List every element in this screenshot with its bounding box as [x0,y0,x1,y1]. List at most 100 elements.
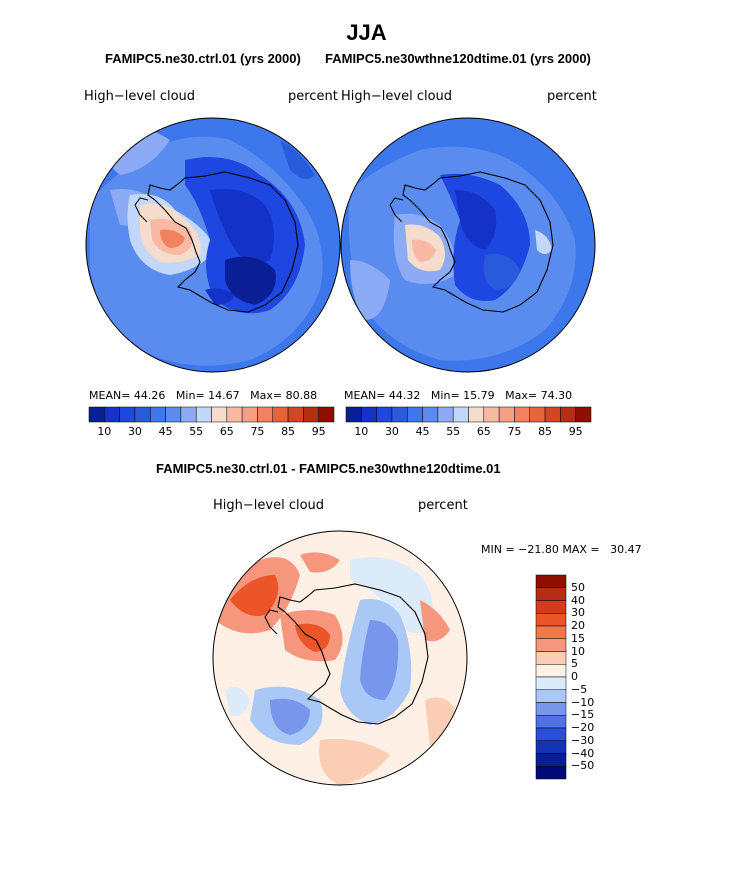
left-colorbar-tick-label: 75 [250,425,265,438]
right-min-label: Min= [430,389,460,402]
diff-colorbar-swatch [535,727,567,741]
right-min-value: 15.79 [463,389,495,402]
right-colorbar-swatch [437,406,454,423]
diff-colorbar-swatch [535,613,567,627]
antarctica-coast-diff [277,583,429,725]
left-colorbar-swatch [165,406,182,423]
diff-colorbar-swatch [535,625,567,639]
right-colorbar-swatch [345,406,362,423]
right-max-label: Max= [505,389,538,402]
left-colorbar-tick-label: 95 [311,425,326,438]
left-units-label: percent [288,89,338,104]
right-colorbar-swatch [376,406,393,423]
antarctica-coast-left [147,171,299,313]
left-colorbar-swatch [150,406,166,423]
left-colorbar-swatch [257,406,273,423]
figure-title: JJA [346,20,387,45]
diff-colorbar-swatch [535,574,567,588]
left-min-value: 14.67 [208,389,240,402]
right-mean-value: 44.32 [388,389,421,402]
left-colorbar-swatch [104,406,120,423]
diff-colorbar-tick-label: −10 [571,695,595,709]
diff-colorbar-tick-label: 40 [571,593,585,607]
diff-colorbar-swatch [535,689,567,703]
diff-colorbar-tick-label: −5 [571,682,588,696]
diff-colorbar-swatch [535,651,567,665]
right-colorbar-tick-label: 75 [507,425,522,438]
diff-colorbar [535,574,567,780]
left-colorbar-tick-label: 85 [281,425,296,438]
right-colorbar-swatch [422,406,439,423]
right-colorbar-swatch [361,406,377,423]
left-min-label: Min= [175,389,205,402]
left-colorbar-swatch [119,406,136,423]
right-colorbar-swatch [391,406,408,423]
diff-colorbar-swatch [535,638,567,652]
left-colorbar-swatch [272,406,289,423]
left-max-value: 80.88 [285,389,318,402]
left-colorbar-tick-label: 45 [158,425,173,438]
right-max-value: 74.30 [540,389,573,402]
diff-variable-label: High−level cloud [213,498,325,513]
diff-colorbar-swatch [535,715,567,729]
diff-colorbar-tick-label: 0 [571,670,578,683]
diff-minmax: MIN = −21.80 MAX = 30.47 [481,543,642,556]
left-colorbar-tick-label: 30 [127,425,142,438]
right-colorbar-swatch [407,406,423,423]
left-panel-title: FAMIPC5.ne30.ctrl.01 (yrs 2000) [105,51,301,66]
diff-colorbar-tick-label: 20 [571,619,585,632]
left-colorbar-swatch [287,406,304,423]
left-colorbar-tick-label: 10 [97,425,112,438]
right-colorbar-tick-label: 85 [538,425,553,438]
diff-colorbar-swatch [535,664,567,678]
diff-colorbar-swatch [535,702,567,716]
diff-colorbar-swatch [535,676,567,690]
diff-colorbar-tick-label: 15 [571,631,585,645]
diff-colorbar-tick-label: −20 [571,721,595,734]
right-colorbar-swatch [544,406,561,423]
right-colorbar-swatch [560,406,576,423]
left-colorbar-swatch [88,406,105,423]
diff-title: FAMIPC5.ne30.ctrl.01 - FAMIPC5.ne30wthne… [156,461,501,476]
right-colorbar-swatch [498,406,515,423]
diff-colorbar-tick-label: 30 [571,606,585,620]
diff-colorbar-tick-label: 5 [571,657,578,671]
left-mean-label: MEAN= [89,389,131,402]
left-colorbar-swatch [241,406,258,423]
diff-colorbar-tick-label: −50 [571,759,595,773]
diff-colorbar-tick-label: 10 [571,644,585,658]
left-colorbar-swatch [134,406,151,423]
right-stats: MEAN= 44.32 Min= 15.79 Max= 74.30 [344,389,572,402]
diff-colorbar-swatch [535,753,567,767]
right-colorbar-tick-label: 65 [476,425,491,438]
right-colorbar-swatch [468,406,485,423]
antarctica-coast-right [402,171,554,313]
diff-colorbar-tick-label: −15 [571,708,595,722]
left-colorbar-swatch [226,406,243,423]
right-colorbar-swatch [514,406,530,423]
left-colorbar-swatch [303,406,319,423]
right-colorbar-tick-label: 30 [384,425,399,438]
left-colorbar-swatch [211,406,228,423]
right-colorbar-swatch [452,406,469,423]
left-colorbar-swatch [195,406,212,423]
right-colorbar-swatch [529,406,546,423]
right-colorbar [345,406,592,423]
left-max-label: Max= [250,389,283,402]
right-colorbar-swatch [483,406,500,423]
left-mean-value: 44.26 [133,389,166,402]
difference-map [213,531,467,785]
diff-colorbar-swatch [535,600,567,614]
diff-colorbar-swatch [535,587,567,601]
right-colorbar-tick-label: 95 [568,425,583,438]
diff-colorbar-tick-label: −30 [571,733,595,747]
right-colorbar-tick-label: 10 [354,425,369,438]
left-variable-label: High−level cloud [84,89,196,104]
right-colorbar-tick-label: 45 [415,425,430,438]
left-colorbar-swatch [180,406,197,423]
diff-colorbar-swatch [535,740,567,754]
right-colorbar-swatch [575,406,592,423]
right-panel-title: FAMIPC5.ne30wthne120dtime.01 (yrs 2000) [325,51,591,66]
diff-colorbar-tick-label: 50 [571,580,585,594]
